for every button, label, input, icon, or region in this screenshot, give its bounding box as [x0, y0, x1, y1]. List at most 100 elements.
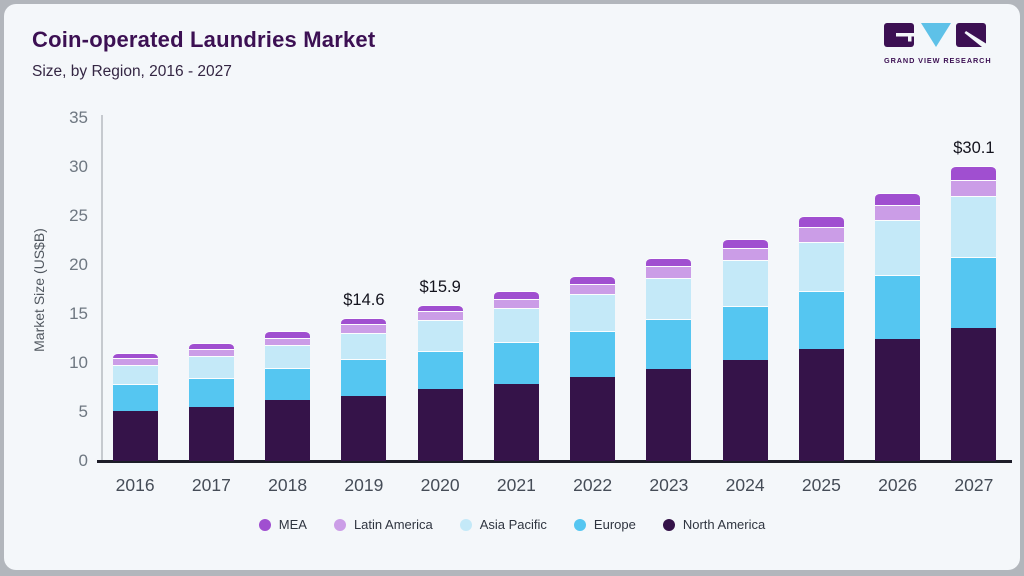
bar-segment-2019-mea — [341, 317, 387, 324]
bar-2016 — [112, 353, 158, 461]
legend-item-latin-america: Latin America — [333, 517, 433, 532]
bar-segment-2026-north-america — [875, 339, 921, 461]
bar-segment-2025-north-america — [798, 349, 844, 461]
y-axis-line — [101, 115, 103, 461]
chart-subtitle: Size, by Region, 2016 - 2027 — [32, 63, 232, 80]
bar-segment-2021-latin-america — [493, 299, 539, 309]
x-label-2027: 2027 — [954, 475, 994, 495]
bar-segment-2016-north-america — [112, 411, 158, 461]
legend-dot-north-america-icon — [662, 518, 675, 531]
legend-dot-asia-pacific-icon — [459, 518, 472, 531]
bar-segment-2025-latin-america — [798, 226, 844, 243]
bar-segment-2024-north-america — [722, 360, 768, 461]
logo-wordmark: GRAND VIEW RESEARCH — [884, 56, 992, 65]
bar-segment-2025-europe — [798, 291, 844, 350]
x-label-2022: 2022 — [573, 475, 613, 495]
bar-segment-2025-mea — [798, 216, 844, 227]
bar-segment-2026-europe — [875, 274, 921, 340]
bar-segment-2017-latin-america — [188, 349, 234, 357]
x-label-2016: 2016 — [115, 475, 155, 495]
bar-segment-2018-north-america — [265, 400, 311, 461]
bar-segment-2023-north-america — [646, 368, 692, 461]
bar-segment-2018-latin-america — [265, 337, 311, 346]
bar-segment-2024-mea — [722, 238, 768, 249]
legend-label-mea: MEA — [278, 517, 307, 532]
bar-segment-2026-latin-america — [875, 205, 921, 220]
bar-segment-2022-europe — [570, 330, 616, 377]
bar-segment-2027-asia-pacific — [951, 196, 997, 258]
bar-segment-2024-asia-pacific — [722, 260, 768, 307]
x-label-2021: 2021 — [496, 475, 536, 495]
bar-segment-2018-asia-pacific — [265, 345, 311, 368]
legend-item-asia-pacific: Asia Pacific — [459, 517, 547, 532]
x-label-2017: 2017 — [191, 475, 231, 495]
value-label-2019: $14.6 — [343, 290, 385, 309]
bar-segment-2017-europe — [188, 377, 234, 408]
bar-segment-2020-latin-america — [417, 311, 463, 320]
y-axis-title: Market Size (US$B) — [31, 228, 47, 352]
bar-segment-2019-asia-pacific — [341, 332, 387, 360]
value-label-2027: $30.1 — [953, 139, 995, 158]
bar-segment-2022-latin-america — [570, 283, 616, 295]
bar-segment-2021-asia-pacific — [493, 308, 539, 343]
x-label-2018: 2018 — [268, 475, 308, 495]
bar-segment-2020-europe — [417, 351, 463, 390]
bar-segment-2021-north-america — [493, 383, 539, 461]
bar-2023 — [646, 258, 692, 461]
legend-item-europe: Europe — [573, 517, 636, 532]
bar-2025 — [798, 216, 844, 461]
bar-segment-2020-north-america — [417, 389, 463, 461]
bar-segment-2016-asia-pacific — [112, 364, 158, 384]
legend-item-mea: MEA — [258, 517, 307, 532]
bar-segment-2019-north-america — [341, 396, 387, 461]
x-label-2019: 2019 — [344, 475, 384, 495]
bar-segment-2021-europe — [493, 342, 539, 384]
bar-2026 — [875, 192, 921, 461]
bar-2022 — [570, 275, 616, 461]
bar-segment-2019-latin-america — [341, 323, 387, 333]
bar-segment-2017-mea — [188, 343, 234, 350]
bar-2021 — [493, 290, 539, 461]
bar-segment-2027-north-america — [951, 327, 997, 461]
legend-dot-mea-icon — [258, 518, 271, 531]
x-label-2020: 2020 — [420, 475, 460, 495]
bar-2017 — [188, 343, 234, 461]
bar-segment-2023-latin-america — [646, 266, 692, 278]
legend-label-asia-pacific: Asia Pacific — [479, 517, 547, 532]
bar-2027 — [951, 166, 997, 461]
bar-segment-2020-asia-pacific — [417, 319, 463, 352]
x-label-2023: 2023 — [649, 475, 689, 495]
bar-segment-2016-latin-america — [112, 358, 158, 365]
plot-area — [97, 118, 1012, 461]
bar-segment-2022-north-america — [570, 376, 616, 461]
legend-dot-europe-icon — [573, 518, 586, 531]
bar-segment-2019-europe — [341, 359, 387, 397]
x-label-2024: 2024 — [725, 475, 765, 495]
gvr-logo-icon — [884, 23, 986, 47]
bar-segment-2024-latin-america — [722, 248, 768, 261]
bar-segment-2026-asia-pacific — [875, 219, 921, 275]
legend-label-latin-america: Latin America — [353, 517, 433, 532]
bar-segment-2016-mea — [112, 353, 158, 359]
bar-segment-2027-europe — [951, 257, 997, 328]
value-label-2020: $15.9 — [419, 278, 461, 297]
legend-label-north-america: North America — [682, 517, 766, 532]
x-axis-line — [97, 460, 1012, 463]
legend: MEA Latin America Asia Pacific Europe North … — [0, 517, 1024, 532]
bar-segment-2016-europe — [112, 383, 158, 412]
bar-segment-2025-asia-pacific — [798, 242, 844, 292]
bar-segment-2017-asia-pacific — [188, 356, 234, 378]
bar-2024 — [722, 238, 768, 461]
bar-2020 — [417, 305, 463, 461]
legend-dot-latin-america-icon — [333, 518, 346, 531]
chart-title: Coin-operated Laundries Market — [32, 27, 376, 52]
bar-segment-2017-north-america — [188, 407, 234, 461]
legend-label-europe: Europe — [593, 517, 636, 532]
bar-segment-2027-latin-america — [951, 179, 997, 197]
bar-2019 — [341, 317, 387, 461]
bar-2018 — [265, 330, 311, 461]
bar-segment-2022-asia-pacific — [570, 294, 616, 331]
x-label-2025: 2025 — [801, 475, 841, 495]
legend-item-north-america: North America — [662, 517, 766, 532]
bar-segment-2026-mea — [875, 192, 921, 206]
